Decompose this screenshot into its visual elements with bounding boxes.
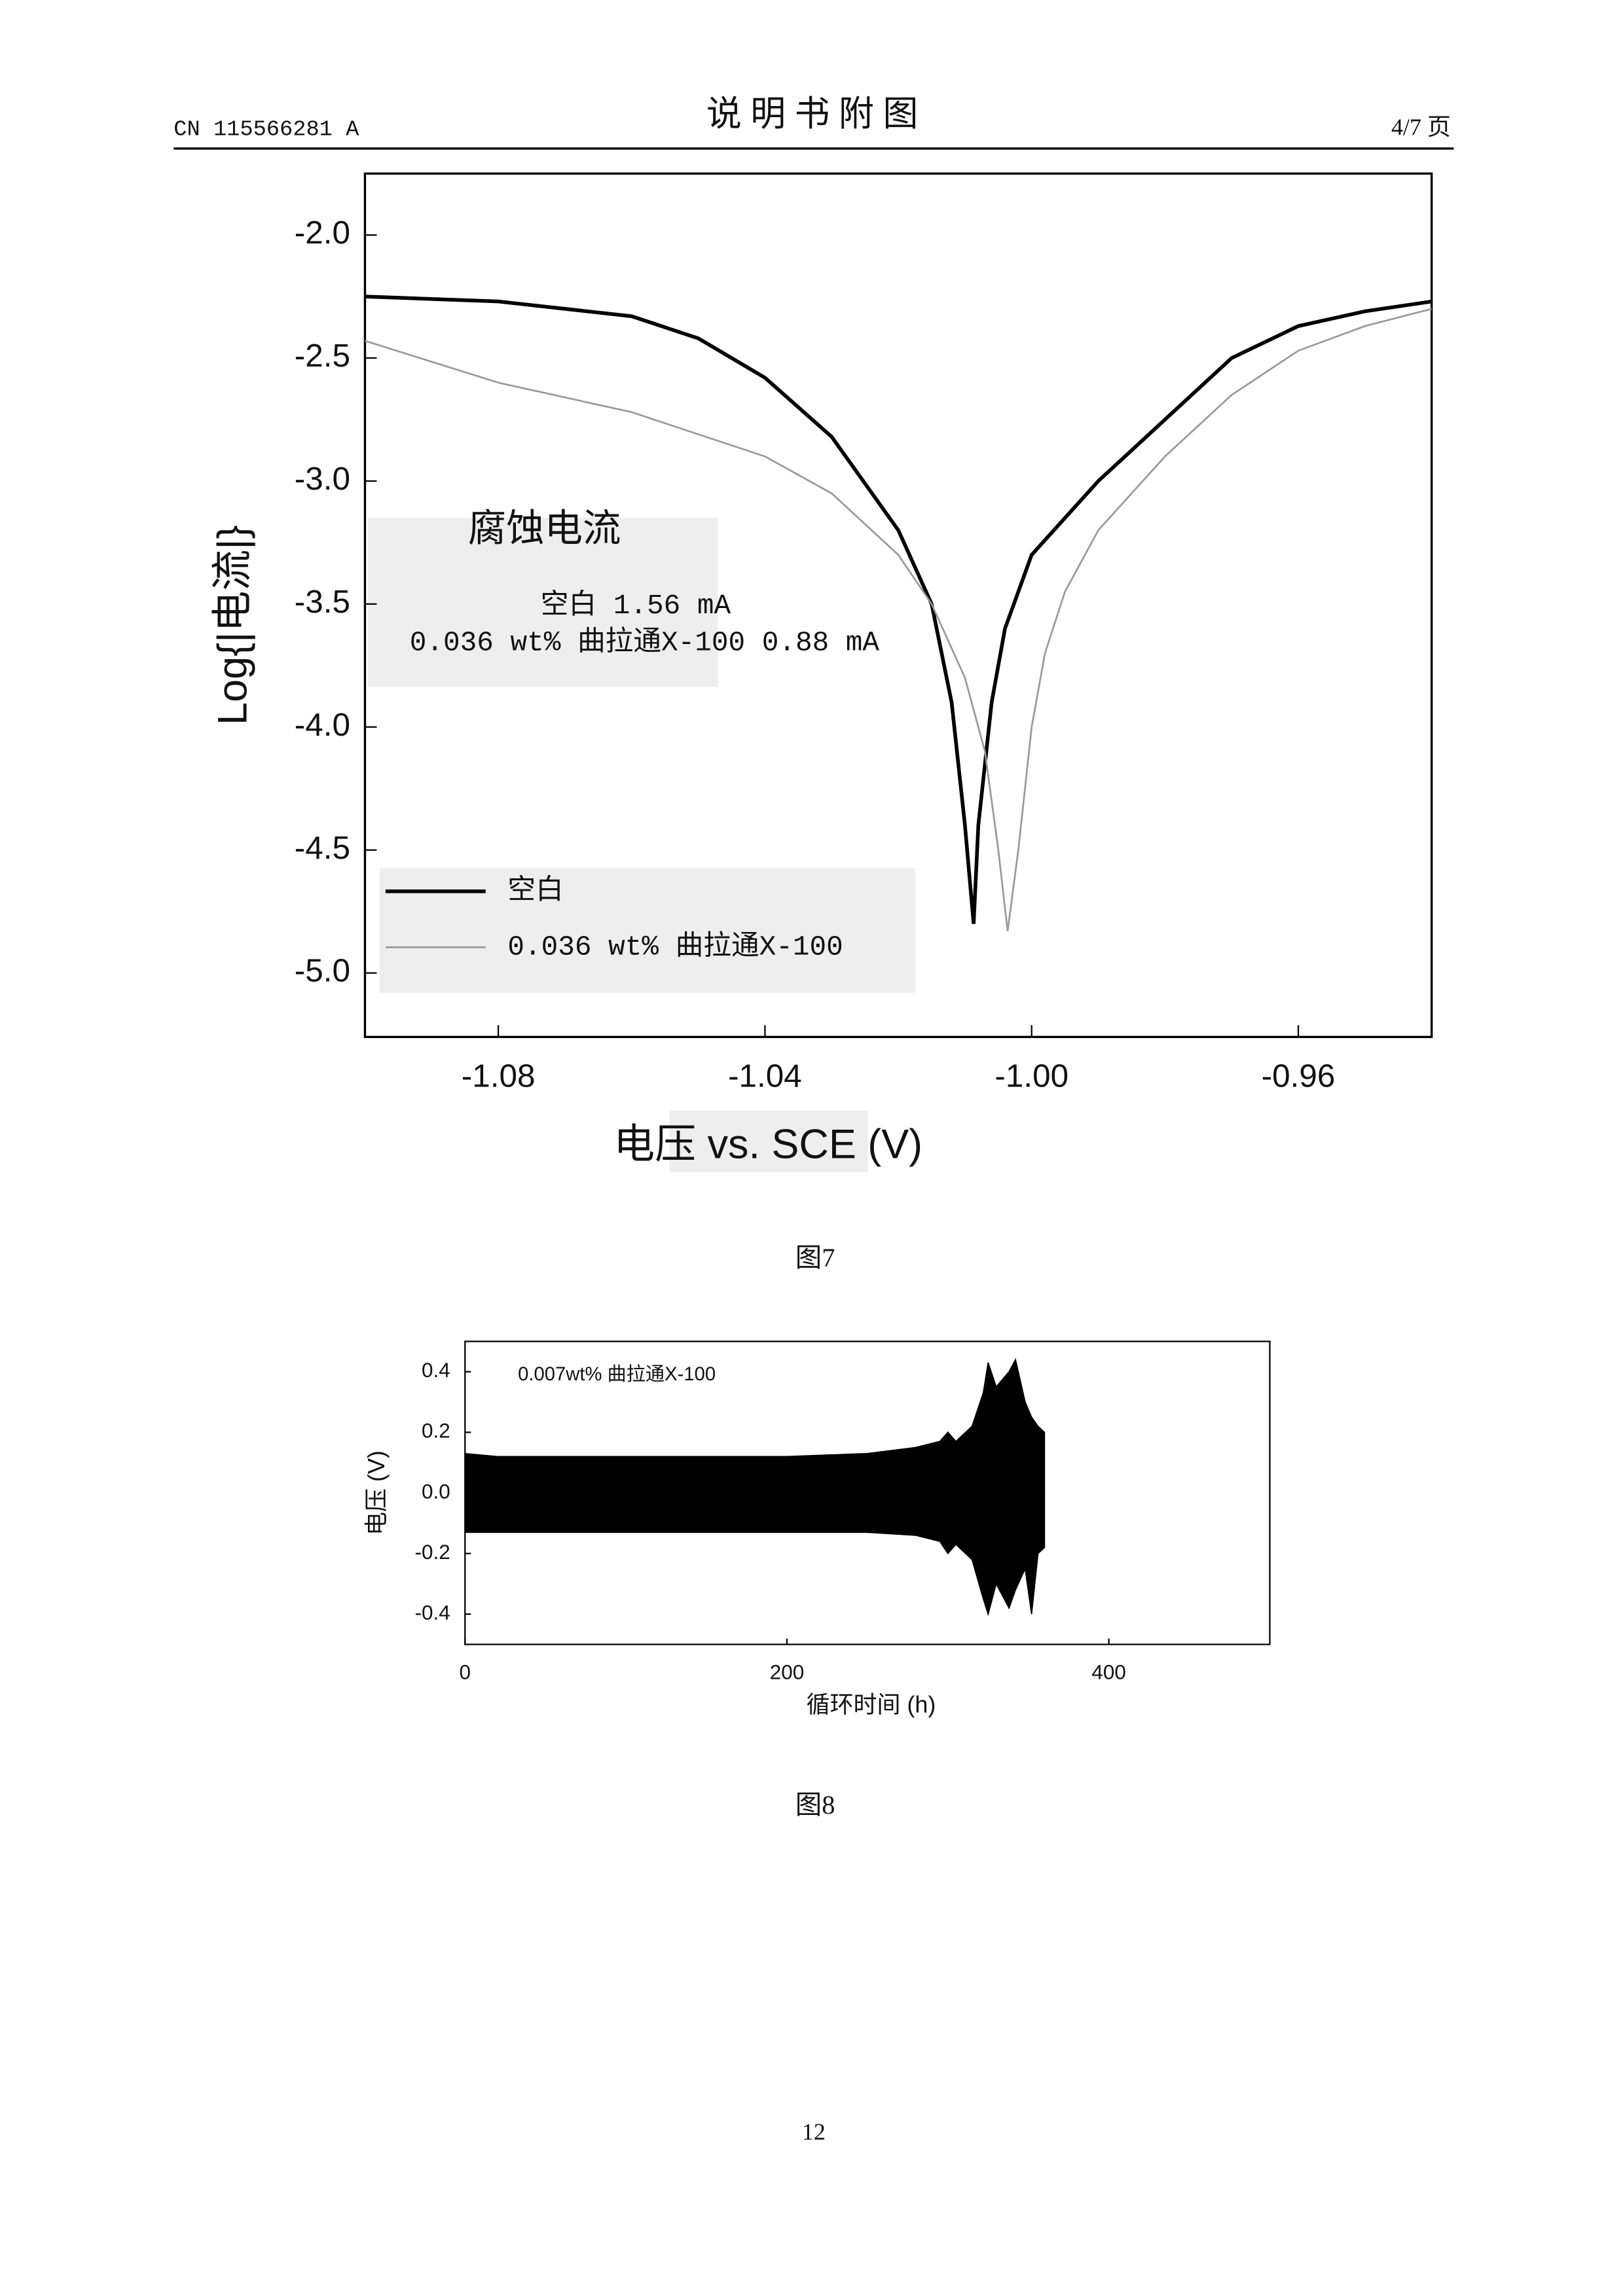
y-axis-label: Log{|电流|} xyxy=(210,525,255,725)
annotation: 0.007wt% 曲拉通X-100 xyxy=(518,1363,716,1385)
legend-label: 空白 xyxy=(507,874,563,907)
oscillation-envelope xyxy=(464,1357,1046,1494)
x-tick-label: 0 xyxy=(460,1661,471,1684)
x-tick-label: -0.96 xyxy=(1262,1058,1336,1094)
x-tick-label: 400 xyxy=(1091,1661,1125,1684)
y-tick-label: -5.0 xyxy=(295,953,350,989)
annotation-bg xyxy=(367,518,718,687)
y-tick-label: 0.0 xyxy=(422,1480,450,1503)
y-tick-label: -2.5 xyxy=(295,338,350,374)
x-axis-label: 电压 vs. SCE (V) xyxy=(613,1122,922,1168)
x-tick-label: 200 xyxy=(770,1661,804,1684)
page-number: 12 xyxy=(802,2119,826,2145)
x-tick-label: -1.00 xyxy=(994,1058,1068,1094)
y-tick-label: -2.0 xyxy=(295,215,350,251)
page-index: 4/7 页 xyxy=(1391,114,1451,140)
annotation: 空白 1.56 mA xyxy=(541,589,731,622)
y-axis-label: 电压 (V) xyxy=(363,1450,390,1535)
annotation: 腐蚀电流 xyxy=(468,507,621,550)
y-tick-label: 0.2 xyxy=(422,1420,450,1443)
x-tick-label: -1.04 xyxy=(728,1058,802,1094)
figure-caption: 图7 xyxy=(795,1243,835,1272)
x-axis-label: 循环时间 (h) xyxy=(807,1691,936,1717)
xlabel-bg xyxy=(669,1110,869,1173)
y-tick-label: -4.5 xyxy=(295,830,350,866)
annotation: 0.036 wt% 曲拉通X-100 0.88 mA xyxy=(410,625,880,658)
x-tick-label: -1.08 xyxy=(462,1058,536,1094)
legend-label: 0.036 wt% 曲拉通X-100 xyxy=(507,930,843,963)
y-tick-label: -4.0 xyxy=(295,707,350,743)
legend-bg xyxy=(379,867,915,993)
oscillation-envelope xyxy=(464,1492,1046,1617)
y-tick-label: -0.2 xyxy=(415,1541,450,1564)
y-tick-label: 0.4 xyxy=(422,1359,450,1382)
plot-frame xyxy=(363,172,1433,1039)
y-tick-label: -3.5 xyxy=(295,584,350,620)
y-tick-label: -3.0 xyxy=(295,461,350,497)
patent-number: CN 115566281 A xyxy=(173,118,359,143)
series-line xyxy=(365,295,1432,924)
series-line xyxy=(365,308,1432,931)
y-tick-label: -0.4 xyxy=(415,1601,450,1624)
page-title: 说 明 书 附 图 xyxy=(706,94,919,134)
figure-caption: 图8 xyxy=(795,1790,835,1820)
